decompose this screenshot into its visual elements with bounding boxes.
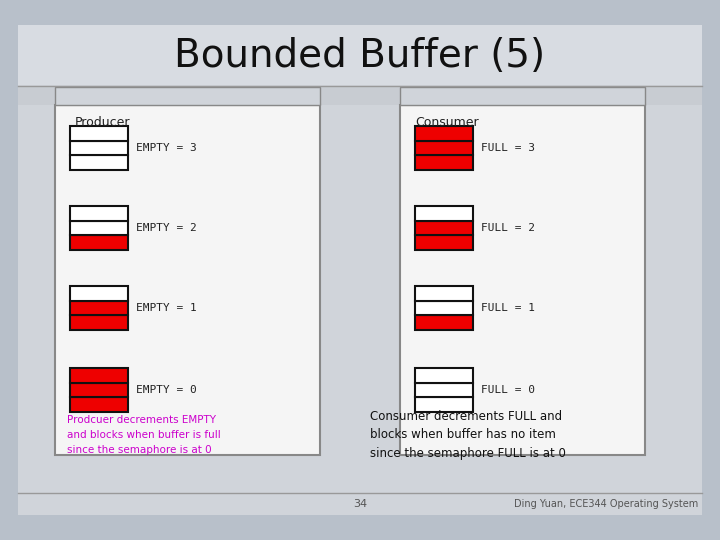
Bar bbox=[400, 105, 645, 455]
Bar bbox=[55, 105, 320, 455]
Text: EMPTY = 0: EMPTY = 0 bbox=[136, 385, 197, 395]
Bar bbox=[70, 235, 128, 250]
Text: FULL = 3: FULL = 3 bbox=[481, 143, 535, 153]
Text: EMPTY = 1: EMPTY = 1 bbox=[136, 303, 197, 313]
Bar bbox=[415, 397, 473, 412]
Bar bbox=[55, 87, 320, 105]
Bar bbox=[415, 383, 473, 397]
Text: Ding Yuan, ECE344 Operating System: Ding Yuan, ECE344 Operating System bbox=[514, 499, 698, 509]
Bar bbox=[70, 140, 128, 156]
Bar bbox=[415, 126, 473, 140]
Bar bbox=[415, 140, 473, 156]
Text: FULL = 1: FULL = 1 bbox=[481, 303, 535, 313]
Text: EMPTY = 3: EMPTY = 3 bbox=[136, 143, 197, 153]
Bar bbox=[70, 315, 128, 330]
Bar bbox=[415, 156, 473, 170]
Bar bbox=[70, 156, 128, 170]
Bar bbox=[415, 315, 473, 330]
Bar bbox=[70, 383, 128, 397]
Bar bbox=[18, 25, 702, 85]
Bar bbox=[415, 286, 473, 301]
Bar bbox=[70, 301, 128, 315]
Text: Consumer decrements FULL and
blocks when buffer has no item
since the semaphore : Consumer decrements FULL and blocks when… bbox=[370, 410, 566, 460]
Bar bbox=[70, 206, 128, 221]
Text: 34: 34 bbox=[353, 499, 367, 509]
Text: Consumer: Consumer bbox=[415, 116, 479, 129]
Bar bbox=[70, 221, 128, 235]
Bar bbox=[415, 301, 473, 315]
Bar bbox=[415, 206, 473, 221]
Text: FULL = 2: FULL = 2 bbox=[481, 223, 535, 233]
Text: Bounded Buffer (5): Bounded Buffer (5) bbox=[174, 37, 546, 75]
Bar bbox=[18, 87, 702, 105]
Bar bbox=[415, 235, 473, 250]
Bar bbox=[70, 286, 128, 301]
Bar bbox=[70, 397, 128, 412]
Bar bbox=[415, 368, 473, 383]
Bar bbox=[400, 87, 645, 105]
Text: Prodcuer decrements EMPTY
and blocks when buffer is full
since the semaphore is : Prodcuer decrements EMPTY and blocks whe… bbox=[67, 415, 221, 455]
Bar bbox=[70, 126, 128, 140]
Bar bbox=[415, 221, 473, 235]
Bar bbox=[70, 368, 128, 383]
Text: FULL = 0: FULL = 0 bbox=[481, 385, 535, 395]
Text: Producer: Producer bbox=[75, 116, 130, 129]
Text: EMPTY = 2: EMPTY = 2 bbox=[136, 223, 197, 233]
